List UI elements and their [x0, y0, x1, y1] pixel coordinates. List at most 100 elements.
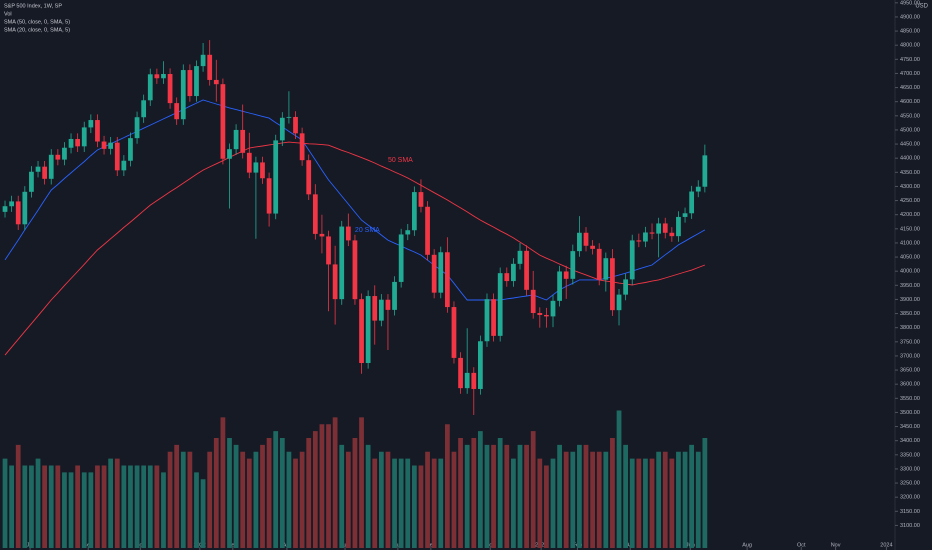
volume-bar [484, 444, 490, 548]
y-tick-label: 4850.00 [900, 29, 920, 35]
sma-label: 20 SMA [355, 227, 380, 234]
volume-bar [35, 458, 41, 548]
volume-bar [81, 472, 87, 548]
candle-body [55, 154, 61, 160]
volume-bar [75, 465, 81, 548]
candle-body [603, 258, 609, 280]
volume-bar [15, 444, 21, 548]
candle-body [194, 66, 199, 97]
candle-body [444, 252, 450, 308]
x-tick-label: Oct [797, 542, 806, 548]
candle-body [167, 74, 173, 104]
volume-bar [497, 438, 503, 548]
candle-body [352, 240, 358, 300]
sma-line [4, 99, 706, 301]
volume-bar [372, 458, 378, 548]
volume-bar [95, 465, 100, 548]
volume-bar [332, 417, 338, 548]
candle-body [154, 74, 160, 79]
volume-bar [42, 465, 48, 548]
candle-body [431, 254, 437, 293]
volume-bar [682, 451, 688, 548]
candle-body [557, 271, 562, 301]
candle-body [42, 166, 48, 179]
candle-body [689, 191, 695, 214]
candle-body [544, 314, 549, 317]
candle-body [537, 312, 543, 315]
candle-body [213, 79, 219, 85]
volume-bar [220, 417, 226, 548]
candle-body [312, 194, 318, 234]
indicator-label: SMA (20, close, 0, SMA, 5) [4, 27, 70, 33]
y-tick-label: 4300.00 [900, 184, 920, 190]
y-tick-label: 4500.00 [900, 127, 920, 133]
candle-body [114, 142, 120, 171]
volume-bar [306, 438, 312, 548]
candle-body [563, 271, 569, 279]
candle-body [220, 84, 226, 159]
y-tick-label: 3300.00 [900, 466, 920, 472]
candle-body [570, 251, 576, 279]
volume-bar [649, 458, 655, 548]
candle-body [9, 201, 14, 207]
volume-bar [550, 458, 556, 548]
candle-body [577, 232, 582, 252]
x-tick-label: Aug [393, 542, 403, 548]
candle-body [590, 245, 595, 249]
candle-body [246, 152, 252, 173]
volume-bar [616, 410, 622, 548]
volume-bar [326, 424, 331, 548]
y-tick-label: 3550.00 [900, 396, 920, 402]
x-tick-label: Sep [83, 542, 93, 548]
candle-body [649, 232, 655, 234]
candle-body [530, 289, 536, 313]
candle-body [365, 296, 371, 363]
candle-body [134, 117, 140, 139]
volume-bar [491, 444, 496, 548]
candle-body [345, 226, 351, 241]
volume-bar [147, 465, 153, 548]
volume-bar [62, 472, 67, 548]
candle-body [128, 138, 133, 161]
y-tick-label: 3950.00 [900, 283, 920, 289]
volume-bar [2, 458, 8, 548]
volume-bar [299, 451, 305, 548]
volume-bar [530, 431, 536, 548]
candle-body [610, 258, 615, 311]
candle-body [623, 279, 629, 295]
volume-bar [676, 451, 681, 548]
x-tick-label: Feb [228, 542, 237, 548]
volume-bar [643, 458, 648, 548]
volume-bar [154, 465, 160, 548]
volume-bar [398, 458, 404, 548]
candle-body [629, 240, 635, 280]
volume-bar [557, 444, 562, 548]
indicator-label: SMA (50, close, 0, SMA, 5) [4, 19, 70, 25]
candle-body [695, 186, 701, 192]
sma-label: 50 SMA [388, 157, 413, 164]
volume-bar [662, 451, 668, 548]
volume-bar [392, 458, 397, 548]
volume-bar [174, 444, 180, 548]
volume-bar [345, 451, 351, 548]
volume-bar [537, 458, 543, 548]
y-tick-label: 4050.00 [900, 255, 920, 261]
candle-body [286, 116, 292, 118]
candle-body [484, 299, 490, 342]
x-tick-label: Aug [742, 542, 752, 548]
candle-body [616, 294, 622, 311]
candle-body [75, 138, 81, 147]
volume-bar [689, 444, 695, 548]
volume-bar [339, 444, 345, 548]
candle-body [279, 117, 285, 141]
candle-body [511, 263, 516, 282]
y-tick-label: 3200.00 [900, 495, 920, 501]
candle-body [207, 54, 213, 80]
volume-bar [458, 438, 463, 548]
candle-body [359, 299, 364, 363]
candle-body [411, 192, 417, 231]
y-tick-label: 4400.00 [900, 156, 920, 162]
volume-bar [431, 458, 437, 548]
candle-body [81, 127, 87, 147]
